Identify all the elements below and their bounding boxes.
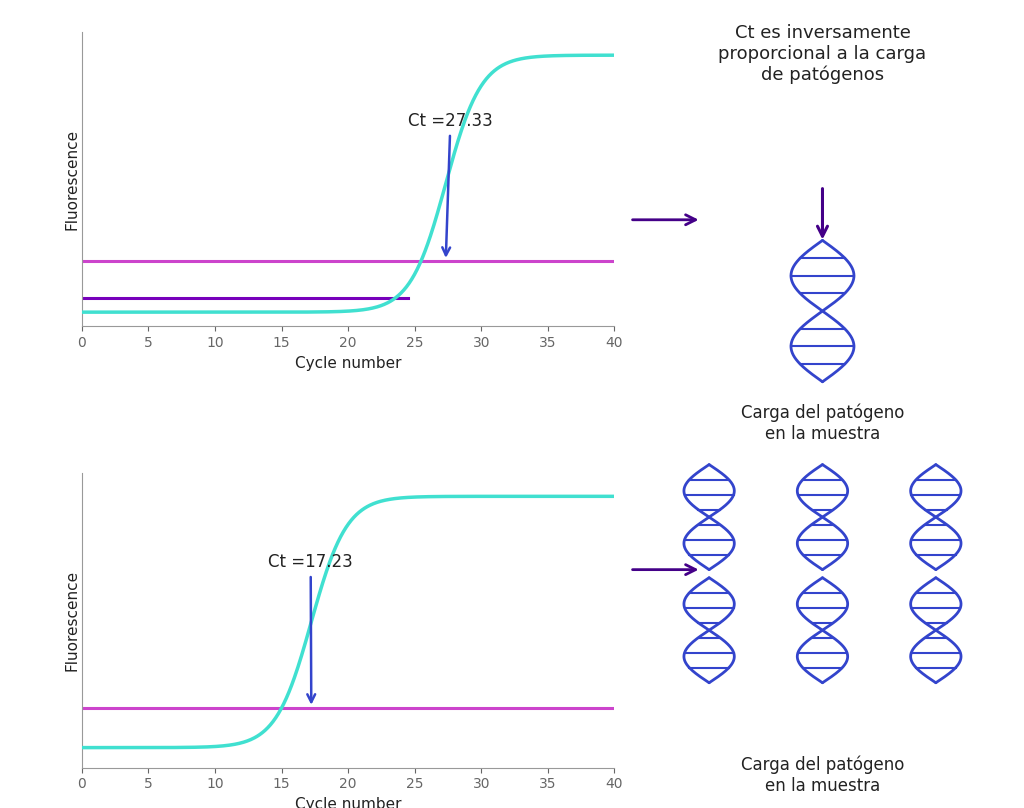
Text: Ct =27.33: Ct =27.33	[408, 112, 493, 255]
X-axis label: Cycle number: Cycle number	[295, 797, 401, 808]
Text: Ct =17.23: Ct =17.23	[268, 553, 353, 702]
X-axis label: Cycle number: Cycle number	[295, 356, 401, 371]
Text: Carga del patógeno
en la muestra: Carga del patógeno en la muestra	[740, 755, 904, 795]
Y-axis label: Fluorescence: Fluorescence	[65, 128, 79, 230]
Text: Ct es inversamente
proporcional a la carga
de patógenos: Ct es inversamente proporcional a la car…	[719, 24, 927, 85]
Text: Carga del patógeno
en la muestra: Carga del patógeno en la muestra	[740, 404, 904, 444]
Y-axis label: Fluorescence: Fluorescence	[65, 570, 79, 671]
